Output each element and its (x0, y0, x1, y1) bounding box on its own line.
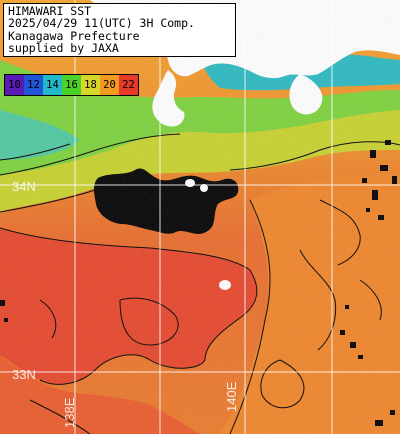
title-line-2: 2025/04/29 11(UTC) 3H Comp. (8, 16, 195, 31)
latitude-label-34n: 34N (12, 179, 36, 194)
legend-swatch-22: 22 (119, 75, 138, 95)
legend-swatch-12: 12 (24, 75, 43, 95)
title-box: HIMAWARI SST 2025/04/29 11(UTC) 3H Comp.… (3, 3, 236, 57)
legend-swatch-18: 18 (81, 75, 100, 95)
legend-swatch-16: 16 (62, 75, 81, 95)
legend-swatch-10: 10 (5, 75, 24, 95)
longitude-label-140e: 140E (224, 381, 239, 412)
legend-swatch-14: 14 (43, 75, 62, 95)
title-line-3: Kanagawa Prefecture (8, 28, 140, 43)
title-line-4: supplied by JAXA (8, 41, 119, 56)
title-line-1: HIMAWARI SST (8, 4, 92, 18)
latitude-label-33n: 33N (12, 367, 36, 382)
longitude-label-138e: 138E (62, 397, 77, 428)
legend-swatch-20: 20 (100, 75, 119, 95)
temperature-legend: 10 12 14 16 18 20 22 (4, 74, 139, 96)
